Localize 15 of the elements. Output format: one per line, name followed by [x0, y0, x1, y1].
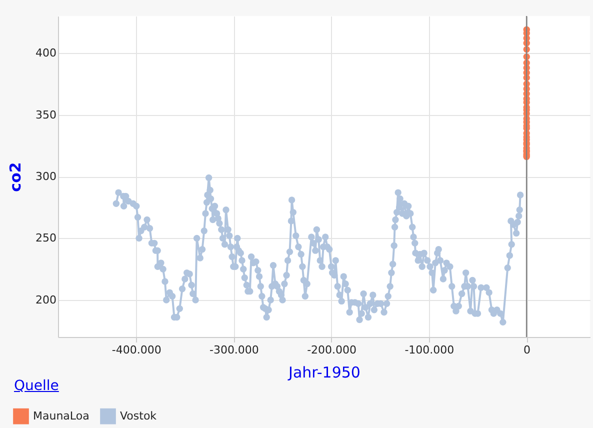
y-tick-label: 300 [36, 170, 56, 183]
x-tick-label: 0 [524, 344, 531, 356]
text: Quelle [14, 378, 59, 394]
x-tick-label: -400.000 [112, 344, 162, 356]
y-tick-label: 200 [36, 293, 56, 306]
x-axis-title: Jahr-1950 [288, 364, 360, 382]
y-axis-title: co2 [6, 162, 25, 192]
y-tick-label: 350 [36, 108, 56, 122]
legend-label: MaunaLoa [33, 409, 90, 422]
x-tick-label: -100.000 [404, 344, 454, 356]
legend-label: Vostok [120, 409, 158, 422]
x-tick-label: -200.000 [307, 344, 357, 356]
x-tick-label: -300.000 [209, 344, 259, 356]
y-tick-label: 250 [36, 232, 56, 245]
y-tick-label: 400 [36, 46, 56, 60]
